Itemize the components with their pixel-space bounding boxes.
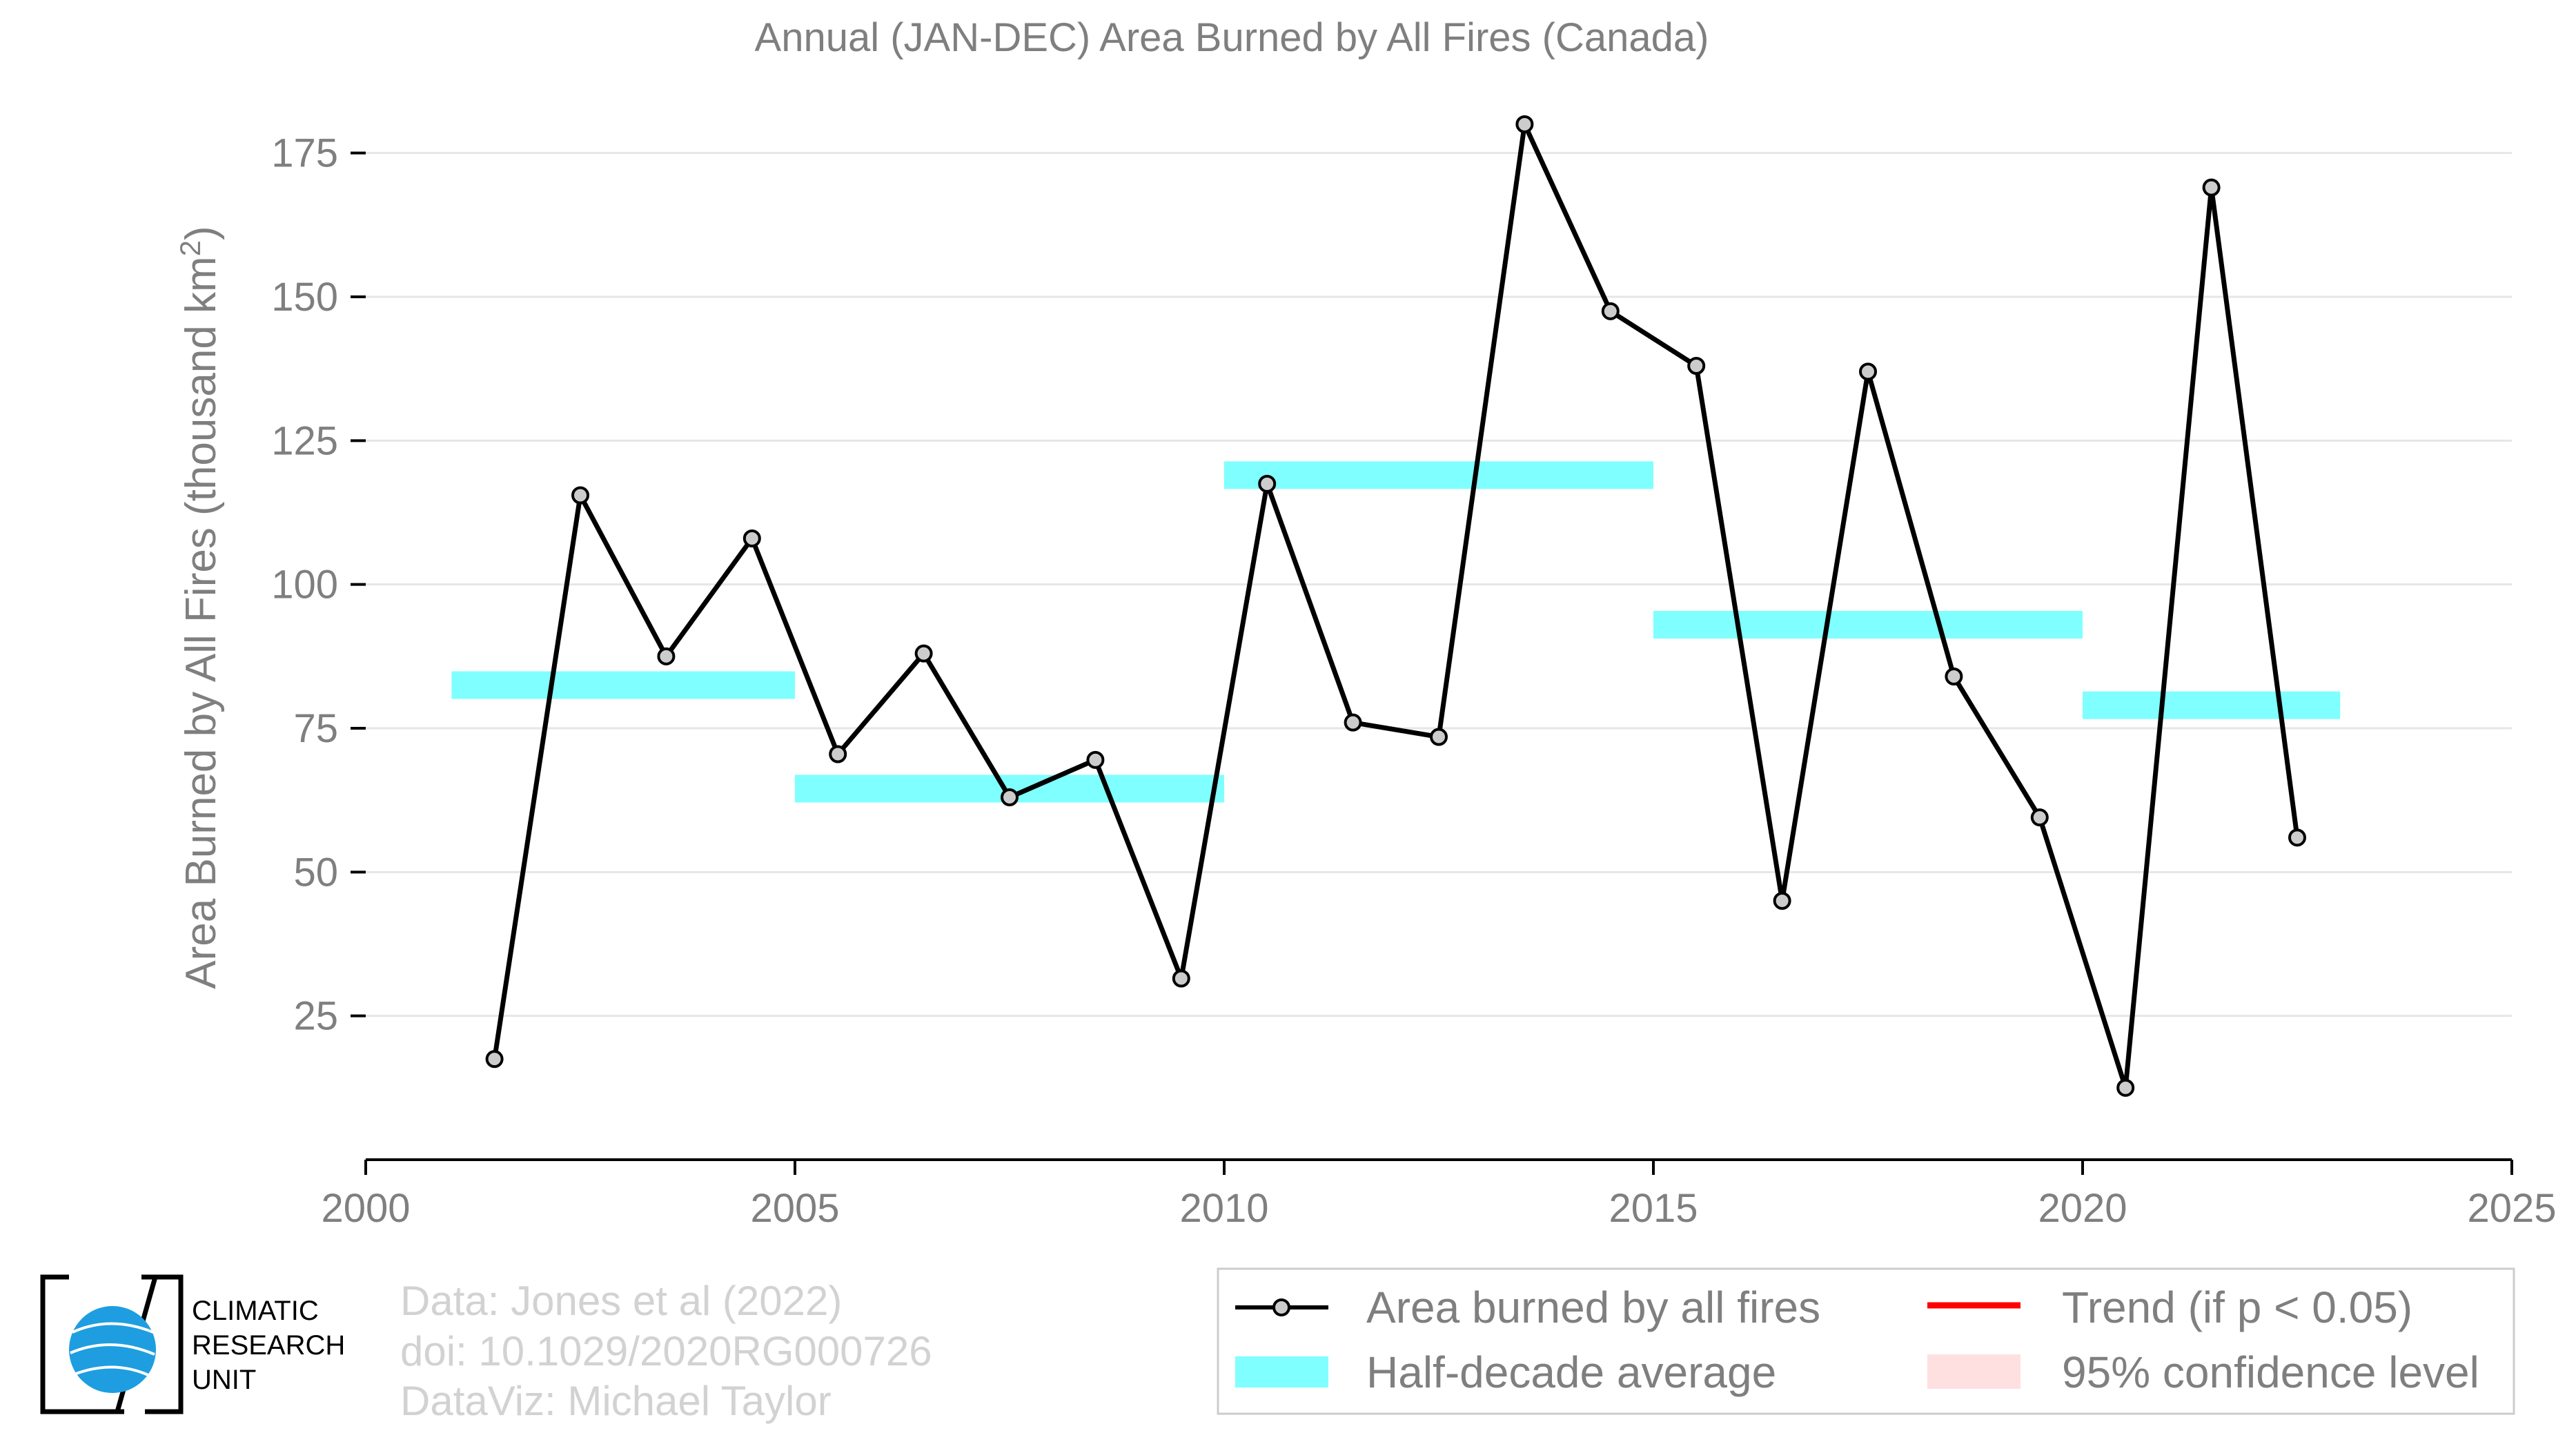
y-tick-label-125: 125 bbox=[271, 418, 338, 463]
half-decade-band-2 bbox=[1224, 461, 1653, 489]
data-point-21 bbox=[2288, 828, 2306, 847]
logo-bracket bbox=[40, 1274, 184, 1414]
x-tick-label-2025: 2025 bbox=[2467, 1186, 2556, 1231]
legend-label-half-decade: Half-decade average bbox=[1366, 1347, 1776, 1397]
credit-dataviz: DataViz: Michael Taylor bbox=[400, 1378, 832, 1424]
data-point-19 bbox=[2116, 1078, 2135, 1097]
data-point-7 bbox=[1086, 750, 1105, 769]
credit-data: Data: Jones et al (2022) bbox=[400, 1278, 842, 1324]
grid-lines bbox=[366, 152, 2512, 1017]
half-decade-band-4 bbox=[2083, 691, 2341, 719]
series-area-burned bbox=[485, 115, 2306, 1097]
cru-logo: CLIMATIC RESEARCH UNIT bbox=[40, 1274, 345, 1414]
x-tick-label-2005: 2005 bbox=[750, 1186, 839, 1231]
x-tick-label-2015: 2015 bbox=[1609, 1186, 1698, 1231]
data-point-13 bbox=[1601, 302, 1620, 320]
x-tick-label-2010: 2010 bbox=[1179, 1186, 1268, 1231]
legend-swatch-half-decade bbox=[1235, 1356, 1328, 1387]
data-point-14 bbox=[1687, 357, 1706, 375]
data-point-5 bbox=[914, 644, 933, 663]
legend-marker-area-burned bbox=[1272, 1298, 1290, 1316]
y-tick-label-50: 50 bbox=[293, 850, 338, 895]
y-tick-label-150: 150 bbox=[271, 275, 338, 320]
legend: Area burned by all fires Trend (if p < 0… bbox=[1217, 1267, 2515, 1415]
x-tick-label-2020: 2020 bbox=[2038, 1186, 2127, 1231]
data-point-9 bbox=[1258, 474, 1277, 493]
data-point-18 bbox=[2030, 808, 2049, 827]
y-tick-label-100: 100 bbox=[271, 563, 338, 607]
logo-text-3: UNIT bbox=[192, 1365, 256, 1395]
data-point-3 bbox=[743, 529, 761, 547]
chart-title: Annual (JAN-DEC) Area Burned by All Fire… bbox=[755, 15, 1709, 60]
data-point-12 bbox=[1515, 115, 1534, 133]
data-point-6 bbox=[1001, 788, 1019, 806]
half-decade-average-bands bbox=[451, 461, 2341, 803]
legend-box bbox=[1217, 1267, 2515, 1415]
logo-text-1: CLIMATIC bbox=[192, 1296, 319, 1326]
logo-text-2: RESEARCH bbox=[192, 1330, 345, 1361]
data-point-4 bbox=[829, 745, 847, 763]
data-point-1 bbox=[571, 486, 589, 505]
data-point-20 bbox=[2202, 178, 2221, 197]
series-line bbox=[492, 121, 2300, 1091]
x-tick-label-2000: 2000 bbox=[321, 1186, 410, 1231]
y-tick-label-175: 175 bbox=[271, 131, 338, 176]
data-point-16 bbox=[1859, 362, 1877, 381]
legend-label-trend: Trend (if p < 0.05) bbox=[2062, 1283, 2412, 1332]
half-decade-band-0 bbox=[451, 671, 795, 699]
y-tick-label-25: 25 bbox=[293, 994, 338, 1039]
legend-swatch-confidence bbox=[1927, 1354, 2021, 1389]
y-axis-label: Area Burned by All Fires (thousand km2) bbox=[174, 226, 225, 989]
data-point-2 bbox=[657, 647, 676, 665]
credit-doi: doi: 10.1029/2020RG000726 bbox=[400, 1328, 932, 1374]
legend-label-area-burned: Area burned by all fires bbox=[1366, 1283, 1820, 1332]
data-point-15 bbox=[1773, 892, 1791, 910]
data-point-17 bbox=[1945, 668, 1963, 685]
data-point-10 bbox=[1344, 713, 1362, 732]
globe-lines bbox=[70, 1322, 155, 1376]
data-point-0 bbox=[485, 1050, 504, 1069]
legend-label-confidence: 95% confidence level bbox=[2062, 1347, 2479, 1397]
half-decade-band-3 bbox=[1653, 611, 2083, 639]
data-point-11 bbox=[1430, 728, 1448, 746]
y-tick-label-75: 75 bbox=[293, 706, 338, 751]
axes: 25 50 75 100 125 150 175 2000 2005 2010 2015 2020 20… bbox=[271, 131, 2556, 1231]
data-point-8 bbox=[1172, 969, 1190, 988]
